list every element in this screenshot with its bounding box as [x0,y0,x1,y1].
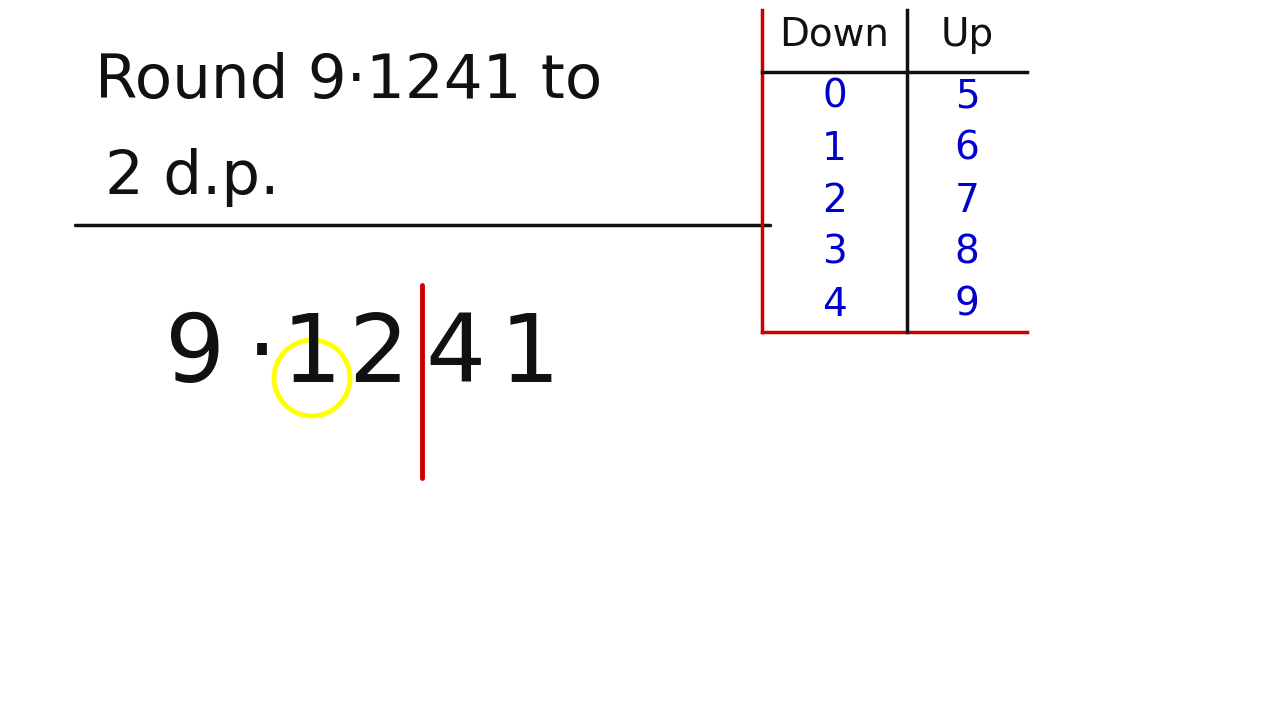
Text: 0: 0 [822,78,847,116]
Text: 2: 2 [348,310,408,402]
Text: 1: 1 [282,310,342,402]
Text: 2: 2 [822,182,847,220]
Text: 9: 9 [955,286,979,324]
Text: 2 d.p.: 2 d.p. [105,148,279,207]
Text: 4: 4 [822,286,847,324]
Text: 4: 4 [425,310,485,402]
Text: Round 9·1241 to: Round 9·1241 to [95,52,603,111]
Text: Down: Down [780,16,890,54]
Text: ·: · [247,310,276,402]
Text: 3: 3 [822,234,847,272]
Text: 1: 1 [822,130,847,168]
Text: 7: 7 [955,182,979,220]
Text: 9: 9 [165,310,225,402]
Text: 6: 6 [955,130,979,168]
Text: 8: 8 [955,234,979,272]
Text: 1: 1 [500,310,561,402]
Text: Up: Up [941,16,993,54]
Text: 5: 5 [955,78,979,116]
